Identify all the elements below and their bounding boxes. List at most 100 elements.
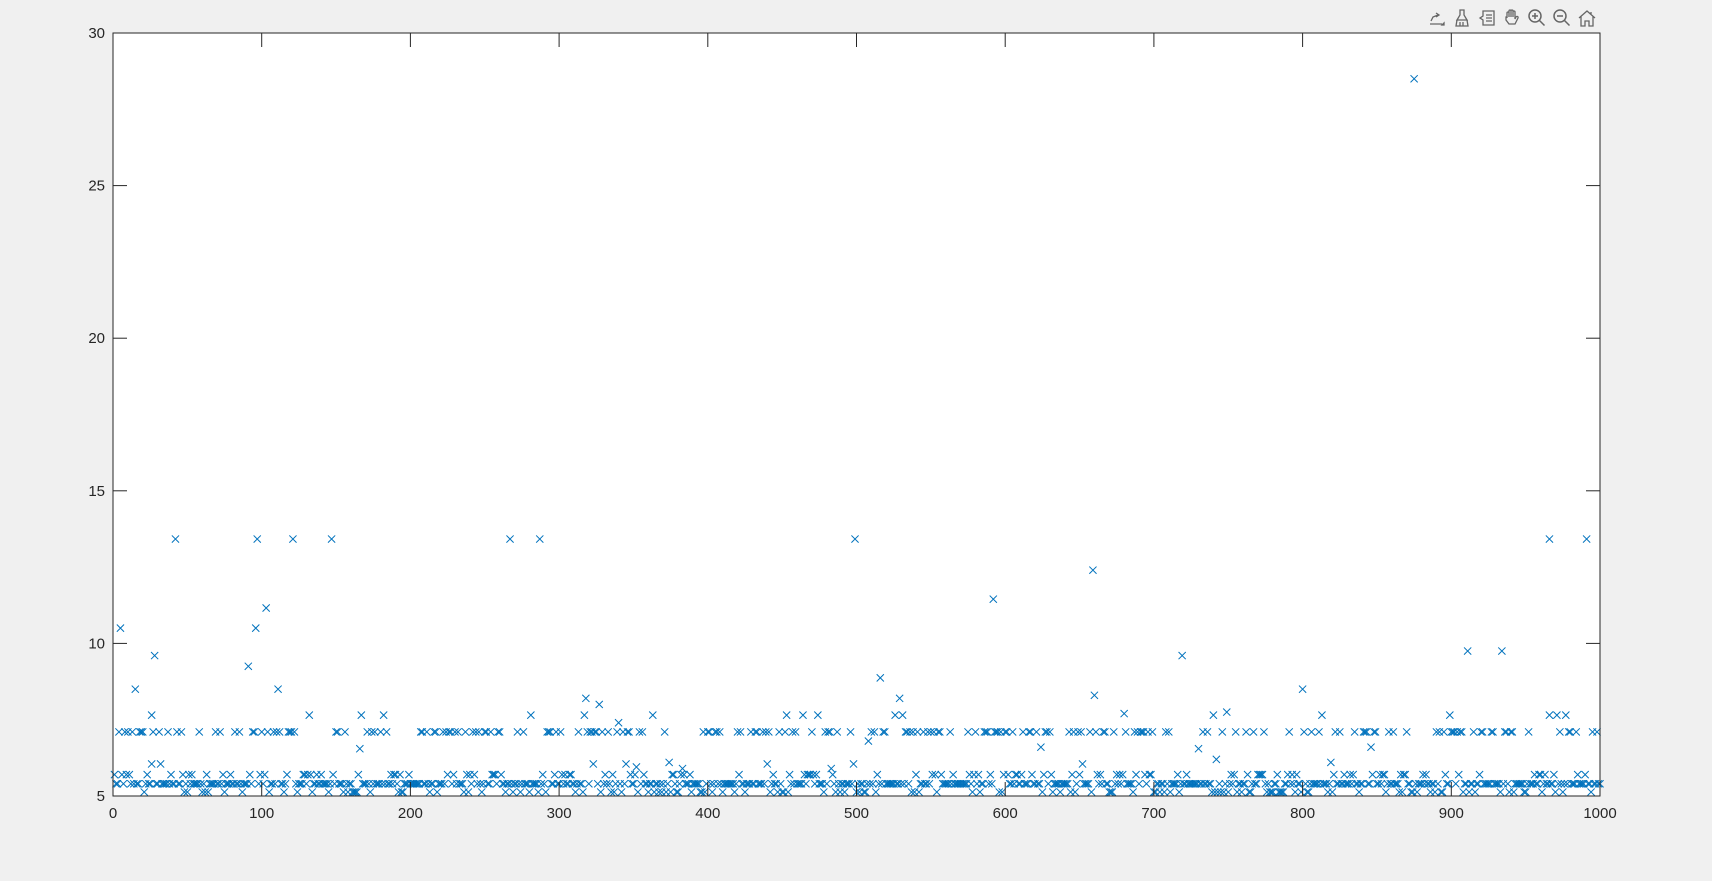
data-point: [601, 770, 610, 779]
data-point: [138, 727, 147, 736]
data-point: [250, 727, 259, 736]
data-point: [928, 770, 937, 779]
data-point: [610, 788, 619, 796]
brush-button[interactable]: [1451, 6, 1473, 30]
data-point: [474, 727, 483, 736]
data-point: [1203, 727, 1212, 736]
data-point: [1456, 727, 1465, 736]
data-point: [1466, 779, 1475, 788]
data-point: [1204, 779, 1213, 788]
x-tick-label: 0: [109, 805, 117, 822]
data-point: [879, 727, 888, 736]
data-point: [1356, 779, 1365, 788]
data-point: [1548, 779, 1557, 788]
data-point: [1023, 779, 1032, 788]
data-point: [131, 685, 140, 694]
data-point: [1378, 770, 1387, 779]
data-point: [809, 770, 818, 779]
data-point: [1118, 770, 1127, 779]
data-point: [428, 779, 437, 788]
data-point: [1051, 779, 1060, 788]
data-point: [149, 727, 158, 736]
zoom-out-icon: [1553, 9, 1571, 27]
data-point: [1444, 779, 1453, 788]
data-point: [1503, 779, 1512, 788]
data-point: [1224, 788, 1233, 796]
data-point: [675, 779, 684, 788]
export-edit-button[interactable]: [1426, 6, 1448, 30]
data-point: [752, 727, 761, 736]
data-point: [140, 788, 149, 796]
data-point: [751, 727, 760, 736]
axes-box: [112, 32, 1601, 797]
data-point: [1047, 770, 1056, 779]
data-point: [1227, 770, 1236, 779]
data-point: [895, 694, 904, 703]
data-point: [1243, 770, 1252, 779]
data-point: [1074, 727, 1083, 736]
data-point: [1515, 779, 1524, 788]
data-point: [1044, 779, 1053, 788]
data-point: [488, 770, 497, 779]
pan-button[interactable]: [1501, 6, 1523, 30]
data-point: [1145, 770, 1154, 779]
data-point: [668, 770, 677, 779]
data-point: [1008, 727, 1017, 736]
data-point: [1161, 727, 1170, 736]
data-point: [358, 779, 367, 788]
data-point: [1407, 788, 1416, 796]
data-point: [1325, 779, 1334, 788]
data-point: [868, 779, 877, 788]
data-point: [596, 788, 605, 796]
data-point: [1291, 788, 1300, 796]
data-point: [761, 727, 770, 736]
data-point: [341, 727, 349, 736]
data-point: [1471, 788, 1480, 796]
data-point: [1001, 727, 1010, 736]
data-point: [604, 727, 613, 736]
data-point: [183, 788, 192, 796]
data-point: [214, 779, 223, 788]
x-tick-label: 700: [1141, 805, 1166, 822]
data-point: [897, 779, 906, 788]
data-point: [1488, 727, 1497, 736]
data-point: [859, 788, 868, 796]
data-point: [846, 727, 855, 736]
data-point: [703, 727, 712, 736]
data-point: [1102, 779, 1111, 788]
data-point: [226, 770, 235, 779]
data-point: [1240, 779, 1249, 788]
data-point: [714, 779, 723, 788]
data-point: [1022, 779, 1030, 788]
data-point: [306, 770, 315, 779]
data-point: [269, 727, 278, 736]
data-point: [630, 770, 639, 779]
data-point: [769, 770, 778, 779]
data-point: [931, 770, 940, 779]
data-tips-button[interactable]: [1476, 6, 1498, 30]
axes-background: [113, 33, 1600, 796]
data-point: [278, 779, 287, 788]
data-point: [1225, 779, 1234, 788]
data-point: [1121, 727, 1130, 736]
data-point: [550, 770, 559, 779]
data-point: [113, 779, 122, 788]
data-point: [535, 535, 544, 543]
data-point: [382, 727, 391, 736]
y-tick-label: 30: [88, 25, 105, 42]
data-point: [1484, 779, 1493, 788]
zoom-out-button[interactable]: [1551, 6, 1573, 30]
data-point: [1261, 779, 1270, 788]
data-point: [1451, 779, 1460, 788]
data-point: [332, 727, 341, 736]
data-point: [504, 779, 513, 788]
home-button[interactable]: [1576, 6, 1598, 30]
data-point: [1090, 691, 1099, 700]
zoom-in-button[interactable]: [1526, 6, 1548, 30]
data-point: [645, 779, 654, 788]
data-point: [1270, 779, 1279, 788]
data-point: [376, 727, 385, 736]
data-point: [764, 727, 773, 736]
data-point: [1295, 779, 1304, 788]
data-point: [578, 788, 587, 796]
